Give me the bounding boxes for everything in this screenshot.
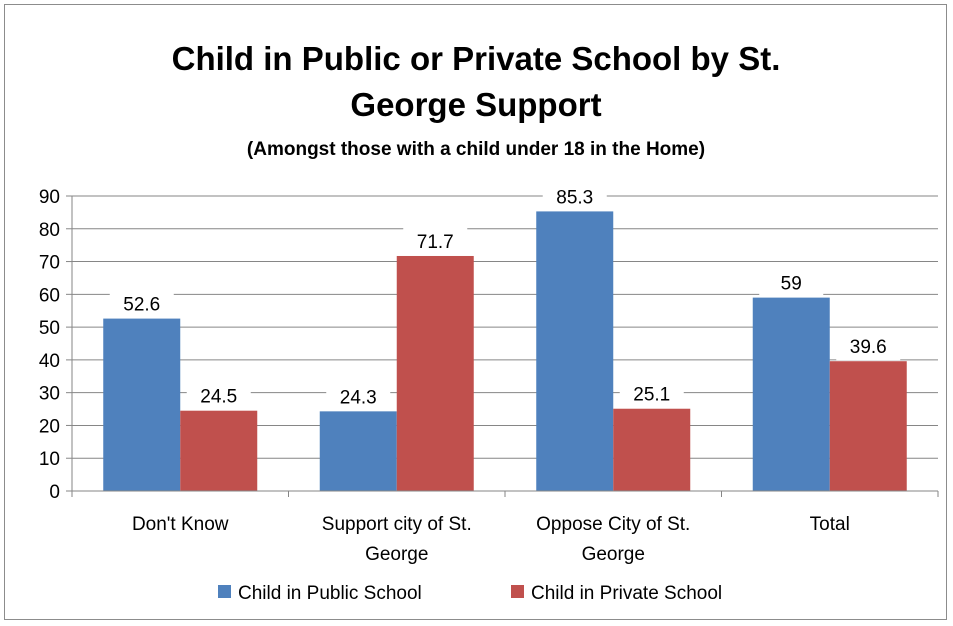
bar-s0-c1 — [319, 411, 397, 491]
legend-swatch-1 — [511, 585, 524, 598]
y-tick-label-40: 40 — [39, 351, 60, 372]
y-tick-label-20: 20 — [39, 416, 60, 437]
category-label-0-0: Don't Know — [132, 514, 229, 535]
y-tick-label-80: 80 — [39, 220, 60, 241]
bar-s0-c2 — [536, 211, 614, 491]
y-tick-label-90: 90 — [39, 187, 60, 208]
data-label-bg-s1-c3 — [836, 332, 901, 361]
y-tick-label-70: 70 — [39, 253, 60, 274]
bar-s1-c0 — [180, 410, 258, 491]
bar-s0-c0 — [103, 318, 181, 491]
category-label-1-0: Support city of St. — [322, 514, 472, 535]
data-label-s1-c2: 25.1 — [633, 385, 670, 406]
data-label-s1-c3: 39.6 — [850, 337, 887, 358]
chart-subtitle: (Amongst those with a child under 18 in … — [247, 139, 705, 160]
legend-swatch-0 — [218, 585, 231, 598]
data-label-s0-c2: 85.3 — [556, 187, 593, 208]
category-label-1-1: George — [365, 544, 428, 565]
category-label-2-1: George — [582, 544, 645, 565]
category-label-2-0: Oppose City of St. — [536, 514, 690, 535]
y-tick-label-0: 0 — [49, 482, 60, 503]
bar-s1-c3 — [829, 361, 907, 491]
category-label-3-0: Total — [810, 514, 850, 535]
data-label-s0-c1: 24.3 — [340, 387, 377, 408]
y-tick-label-30: 30 — [39, 384, 60, 405]
data-label-bg-s0-c0 — [109, 289, 174, 318]
data-label-bg-s0-c3 — [759, 268, 824, 297]
bar-s1-c2 — [613, 408, 691, 491]
data-label-bg-s0-c1 — [326, 382, 391, 411]
legend-label-0: Child in Public School — [238, 583, 422, 604]
data-label-bg-s0-c2 — [542, 182, 607, 211]
legend-label-1: Child in Private School — [531, 583, 722, 604]
y-tick-label-60: 60 — [39, 285, 60, 306]
data-label-s1-c1: 71.7 — [417, 232, 454, 253]
data-label-bg-s1-c1 — [403, 226, 468, 255]
bar-s1-c1 — [396, 255, 474, 491]
data-label-s0-c0: 52.6 — [123, 295, 160, 316]
chart-title-line-1: Child in Public or Private School by St. — [172, 40, 781, 77]
data-label-s1-c0: 24.5 — [200, 387, 237, 408]
data-label-bg-s1-c2 — [619, 379, 684, 408]
bar-s0-c3 — [752, 297, 830, 491]
data-label-bg-s1-c0 — [186, 381, 251, 410]
y-tick-label-50: 50 — [39, 318, 60, 339]
y-tick-label-10: 10 — [39, 449, 60, 470]
data-label-s0-c3: 59 — [781, 274, 802, 295]
chart-title-line-2: George Support — [350, 86, 601, 123]
